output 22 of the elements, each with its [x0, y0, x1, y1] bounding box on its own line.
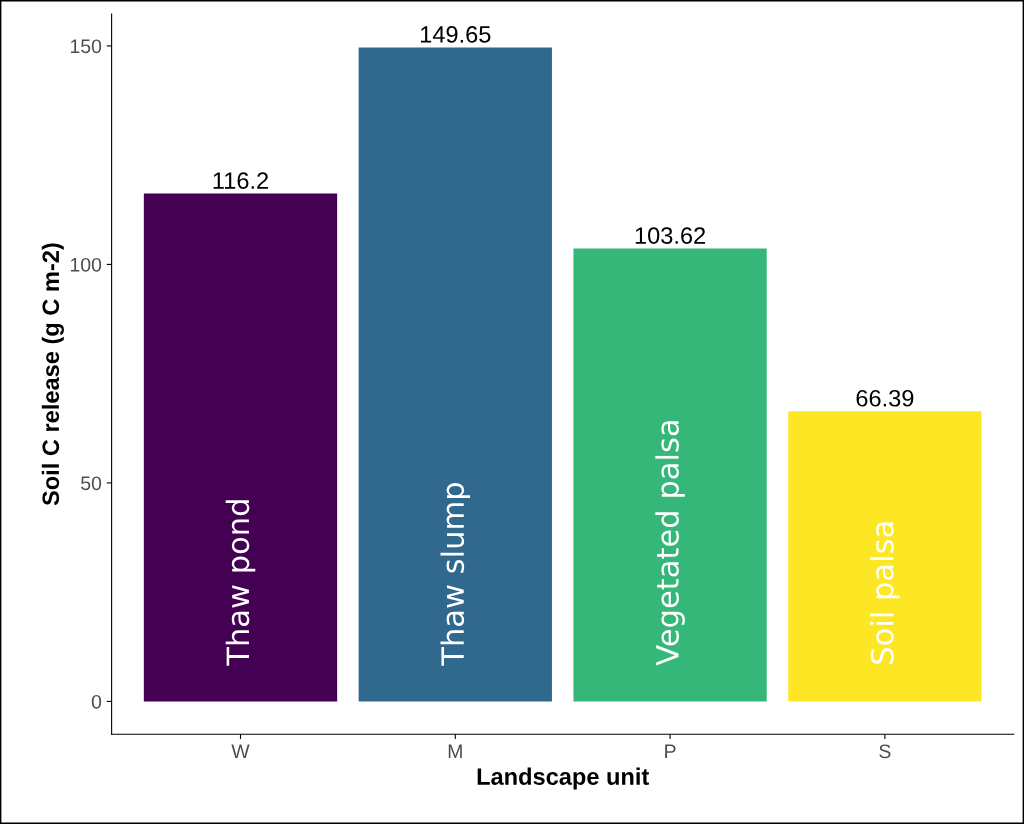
annotation: Vegetated palsa [655, 421, 685, 666]
y-tick-label: 150 [70, 39, 102, 54]
data-label: 66.39 [856, 389, 914, 407]
data-label: 103.62 [635, 227, 706, 244]
bar [143, 193, 338, 702]
bar [788, 411, 982, 702]
annotation: Thaw slump [440, 483, 471, 666]
bar [573, 248, 767, 702]
y-axis-title: Soil C release (g C m-2) [41, 243, 64, 506]
x-axis-title: Landscape unit [477, 767, 649, 790]
bar [358, 47, 552, 702]
data-label: 149.65 [420, 26, 491, 43]
x-tick-label: P [665, 744, 676, 758]
annotation: Soil palsa [870, 522, 900, 664]
x-tick-label: W [231, 744, 250, 758]
x-tick-label: M [448, 744, 462, 758]
x-tick-label: S [879, 744, 891, 759]
y-tick-label: 100 [70, 257, 102, 272]
data-label: 116.2 [213, 172, 268, 189]
annotation: Thaw pond [225, 500, 256, 666]
y-tick-label: 0 [91, 694, 102, 709]
y-tick-label: 50 [81, 476, 102, 491]
